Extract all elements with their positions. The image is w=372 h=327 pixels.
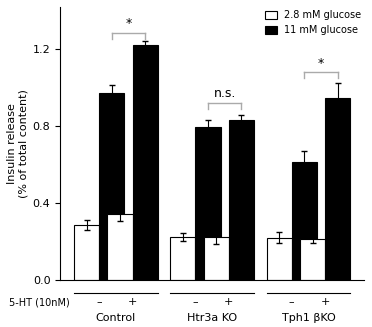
Bar xyxy=(267,238,292,280)
Text: Tph1 βKO: Tph1 βKO xyxy=(282,313,335,322)
Bar xyxy=(99,93,124,280)
Text: 5-HT (10nM): 5-HT (10nM) xyxy=(9,297,70,307)
Bar xyxy=(325,98,350,280)
Text: –: – xyxy=(289,297,295,307)
Text: Control: Control xyxy=(96,313,136,322)
Text: +: + xyxy=(224,297,234,307)
Bar xyxy=(195,127,221,280)
Bar xyxy=(132,44,158,280)
Bar xyxy=(229,119,254,280)
Text: n.s.: n.s. xyxy=(214,87,236,100)
Bar xyxy=(300,239,325,280)
Text: +: + xyxy=(321,297,330,307)
Legend: 2.8 mM glucose, 11 mM glucose: 2.8 mM glucose, 11 mM glucose xyxy=(261,7,365,39)
Bar xyxy=(292,162,317,280)
Y-axis label: Insulin release
(% of total content): Insulin release (% of total content) xyxy=(7,89,29,198)
Text: –: – xyxy=(96,297,102,307)
Text: +: + xyxy=(128,297,137,307)
Text: –: – xyxy=(193,297,198,307)
Bar xyxy=(74,225,99,280)
Bar xyxy=(170,237,195,280)
Bar xyxy=(204,237,229,280)
Text: Htr3a KO: Htr3a KO xyxy=(187,313,237,322)
Text: *: * xyxy=(125,17,132,30)
Bar xyxy=(108,214,132,280)
Text: *: * xyxy=(318,57,324,70)
